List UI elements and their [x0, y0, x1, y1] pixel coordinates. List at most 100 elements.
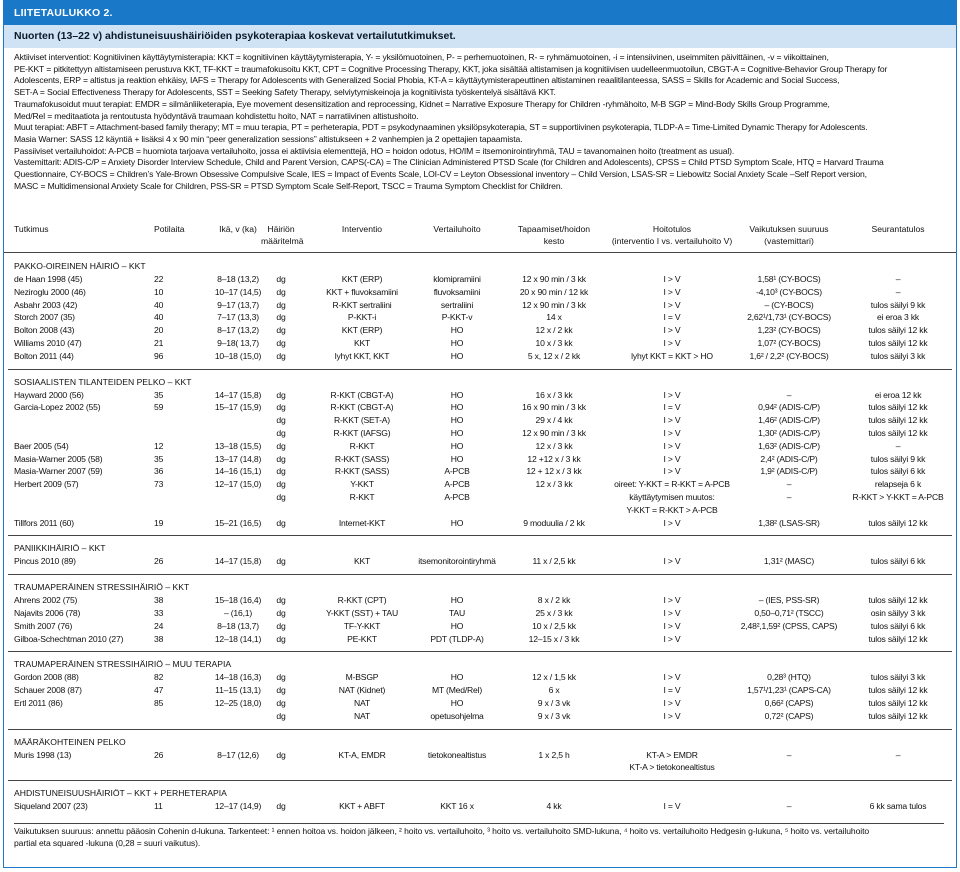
table-cell: dg: [276, 556, 286, 567]
table-cell: I > V: [663, 427, 681, 438]
table-cell: 14 x: [546, 312, 562, 323]
table-cell: –: [786, 389, 792, 400]
table-cell: Najavits 2006 (78): [14, 607, 81, 618]
table-row: Gilboa-Schechtman 2010 (27) 38 12–18 (14,1…: [4, 633, 956, 646]
table-row: Ahrens 2002 (75) 38 15–18 (16,4) dg R-KKT (C…: [4, 594, 956, 607]
table-cell: dg: [276, 427, 286, 438]
table-cell: Hayward 2000 (56): [14, 389, 84, 400]
table-cell: dg: [276, 312, 286, 323]
table-cell: 1,31² (MASC): [763, 556, 815, 567]
abbreviations-block: Aktiiviset interventiot: Kognitiivinen k…: [4, 48, 956, 192]
table-cell: ei eroa 12 kk: [874, 389, 922, 400]
table-cell: PDT (TLDP-A): [430, 633, 484, 644]
abbreviation-line: Masia Warner: SASS 12 käyntiä + lisäksi …: [14, 133, 523, 144]
table-cell: R-KKT (SASS): [334, 453, 390, 464]
table-cell: HO: [450, 402, 464, 413]
table-cell: KKT + ABFT: [339, 801, 385, 812]
table-row: Smith 2007 (76) 24 8–18 (13,7) dg TF-Y-KKT HO…: [4, 620, 956, 633]
table-cell: P-KKT-v: [441, 312, 473, 323]
table-row: Muris 1998 (13) 26 8–17 (12,6) dg KT-A, EMDR…: [4, 749, 956, 762]
table-cell: 12 x / 3 kk: [535, 440, 573, 451]
table-cell: Y-KKT: [350, 479, 374, 490]
table-row: dg R-KKT (IAFSG) HO 12 x 90 min / 3 kk I > V…: [4, 427, 956, 440]
table-cell: dg: [276, 274, 286, 284]
table-cell: tulos säilyi 12 kk: [868, 633, 928, 644]
table-cell: 26: [154, 749, 164, 760]
table-cell: Williams 2010 (47): [14, 337, 82, 348]
table-cell: KKT (ERP): [341, 325, 383, 336]
table-cell: tulos säilyi 12 kk: [868, 325, 928, 336]
column-header-line: Hoitotulos: [652, 224, 692, 234]
table-cell: 1,63² (ADIS-C/P): [758, 440, 820, 451]
table-cell: dg: [276, 672, 286, 683]
column-header: Hoitotulos (interventio I vs. vertailuhoi…: [594, 224, 750, 247]
table-cell: I = V: [663, 801, 681, 812]
table-cell: KT-A > EMDR: [646, 749, 698, 760]
table-cell: HO: [450, 415, 464, 426]
table-cell: Muris 1998 (13): [14, 749, 72, 760]
column-header-line: Häiriön: [267, 224, 295, 234]
abbreviation-line: Questionnaire, CY-BOCS = Children’s Yale…: [14, 169, 867, 180]
table-cell: – (16,1): [223, 607, 253, 618]
table-cell: -4,10³ (CY-BOCS): [756, 286, 822, 297]
table-cell: HO: [450, 517, 464, 528]
table-cell: R-KKT: [349, 491, 375, 502]
table-cell: 40: [154, 312, 164, 323]
table-cell: 12 x 90 min / 3 kk: [522, 274, 586, 284]
column-header-line: (interventio I vs. vertailuhoito V): [611, 235, 733, 246]
table-cell: 2,62¹/1,73¹ (CY-BOCS): [747, 312, 831, 323]
table-cell: –: [895, 274, 901, 284]
table-cell: 12–15 x / 3 kk: [528, 633, 580, 644]
table-cell: tulos säilyi 12 kk: [868, 595, 928, 606]
table-cell: I > V: [663, 672, 681, 683]
table-cell: 73: [154, 479, 164, 490]
column-header: Vertailuhoito: [409, 224, 505, 236]
table-cell: 4 kk: [546, 801, 562, 812]
section-title: PANIIKKIHÄIRIÖ – KKT: [14, 543, 106, 554]
table-cell: Schauer 2008 (87): [14, 685, 82, 696]
table-cell: 12: [154, 440, 164, 451]
table-cell: fluvoksamiini: [433, 286, 481, 297]
table-cell: HO: [450, 595, 464, 606]
table-cell: 47: [154, 685, 164, 696]
table-cell: sertraliini: [440, 299, 474, 310]
table-cell: osin säilyy 3 kk: [870, 607, 926, 618]
table-cell: 10 x / 3 kk: [535, 337, 573, 348]
table-cell: 11: [154, 801, 163, 812]
table-cell: KT-A, EMDR: [338, 749, 386, 760]
table-cell: R-KKT (CBGT-A): [330, 402, 394, 413]
table-cell: 14–17 (15,8): [214, 389, 262, 400]
table-cell: R-KKT (CPT): [337, 595, 387, 606]
table-cell: 15–17 (15,9): [214, 402, 262, 413]
table-cell: 14–18 (16,3): [214, 672, 262, 683]
column-header-line: määritelmä: [261, 235, 304, 246]
column-header: Häiriön määritelmä: [261, 224, 304, 247]
table-cell: 12–18 (14,1): [214, 633, 262, 644]
abbreviation-line: Adolescents, ERP = altistus ja reaktion …: [14, 75, 840, 86]
table-cell: I > V: [663, 389, 681, 400]
table-row: Hayward 2000 (56) 35 14–17 (15,8) dg R-KKT (…: [4, 389, 956, 402]
table-row: Storch 2007 (35) 40 7–17 (13,3) dg P-KKT-i P-…: [4, 311, 956, 324]
table-cell: 12 x 90 min / 3 kk: [522, 427, 586, 438]
table-cell: 38: [154, 633, 164, 644]
table-cell: 24: [154, 620, 164, 631]
table-cell: 11–15 (13,1): [215, 685, 261, 696]
table-cell: I > V: [663, 633, 681, 644]
column-header-line: Seurantatulos: [871, 224, 925, 234]
table-cell: tulos säilyi 9 kk: [870, 453, 926, 464]
table-cell: Bolton 2008 (43): [14, 325, 75, 336]
table-cell: HO: [450, 453, 464, 464]
table-cell: 20 x 90 min / 12 kk: [519, 286, 589, 297]
table-cell: 85: [154, 697, 164, 708]
table-cell: M-BSGP: [345, 672, 379, 683]
table-cell: dg: [276, 337, 286, 348]
table-cell: dg: [276, 749, 286, 760]
table-cell: HO: [450, 620, 464, 631]
table-cell: Herbert 2009 (57): [14, 479, 79, 490]
table-cell: opetusohjelma: [430, 710, 484, 721]
table-row: Asbahr 2003 (42) 40 9–17 (13,7) dg R-KKT ser…: [4, 299, 956, 312]
table-cell: KKT: [353, 556, 371, 567]
table-cell: –: [786, 749, 792, 760]
table-cell: 1,23² (CY-BOCS): [757, 325, 821, 336]
table-cell: 9 moduulia / 2 kk: [523, 517, 585, 528]
